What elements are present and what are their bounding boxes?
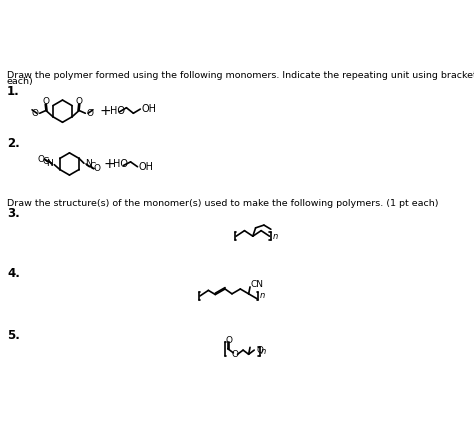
Text: O: O (232, 350, 239, 359)
Text: N: N (85, 160, 92, 169)
Text: C: C (90, 161, 96, 170)
Text: O: O (31, 109, 38, 118)
Text: O: O (225, 336, 232, 345)
Text: n: n (260, 291, 265, 301)
Text: 5.: 5. (7, 329, 20, 342)
Text: each): each) (7, 77, 34, 86)
Text: 1.: 1. (7, 85, 20, 98)
Text: O: O (94, 164, 100, 173)
Text: 2.: 2. (7, 136, 20, 149)
Text: O: O (37, 155, 45, 164)
Text: Draw the structure(s) of the monomer(s) used to make the following polymers. (1 : Draw the structure(s) of the monomer(s) … (7, 199, 438, 208)
Text: HO: HO (110, 106, 125, 116)
Text: HO: HO (113, 159, 128, 169)
Text: O: O (75, 97, 82, 106)
Text: n: n (272, 231, 277, 241)
Text: O: O (87, 109, 94, 118)
Text: N: N (46, 160, 53, 169)
Text: CN: CN (251, 281, 264, 289)
Text: OH: OH (139, 162, 154, 172)
Text: 4.: 4. (7, 267, 20, 280)
Text: O: O (256, 346, 263, 355)
Text: Draw the polymer formed using the following monomers. Indicate the repeating uni: Draw the polymer formed using the follow… (7, 70, 474, 79)
Text: 3.: 3. (7, 207, 20, 220)
Text: n: n (261, 347, 266, 356)
Text: O: O (43, 97, 50, 106)
Text: +: + (104, 157, 116, 171)
Text: C: C (43, 157, 49, 166)
Text: +: + (100, 104, 111, 118)
Text: OH: OH (142, 104, 157, 114)
